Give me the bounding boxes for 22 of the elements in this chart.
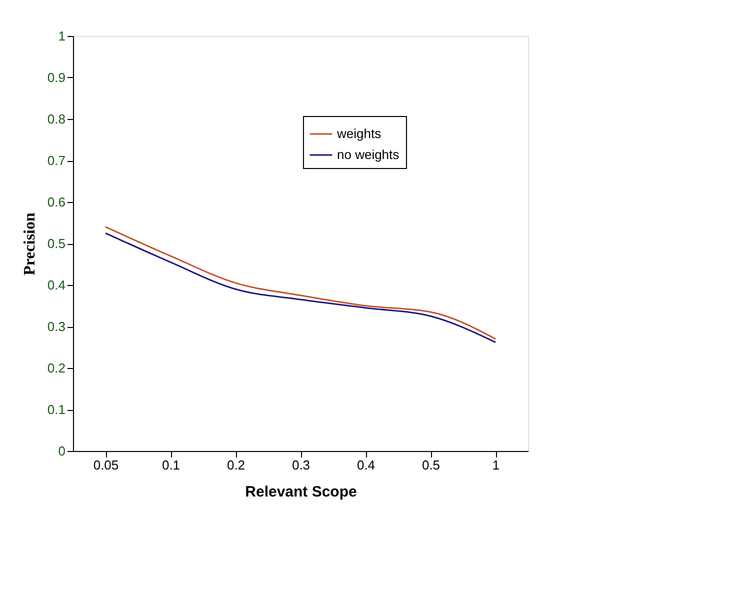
x-tick-label: 0.3 bbox=[292, 458, 310, 472]
y-tick-label: 0.4 bbox=[47, 278, 66, 292]
y-tick-label: 1 bbox=[58, 28, 66, 44]
legend-label: weights bbox=[336, 126, 382, 141]
y-tick-label: 0.2 bbox=[47, 360, 66, 376]
y-tick-label: 0.6 bbox=[47, 194, 66, 210]
x-tick-label: 0.05 bbox=[93, 458, 119, 472]
x-tick-label: 0.1 bbox=[162, 458, 180, 472]
y-tick-label: 0.8 bbox=[47, 112, 66, 126]
y-tick-label: 0 bbox=[58, 444, 66, 458]
y-tick-label: 0.3 bbox=[47, 319, 66, 334]
y-tick-label: 0.9 bbox=[47, 70, 66, 85]
legend-label: no weights bbox=[337, 147, 400, 162]
y-axis-title: Precision bbox=[21, 212, 38, 276]
y-tick-label: 0.5 bbox=[47, 236, 66, 251]
x-tick-label: 0.2 bbox=[226, 458, 246, 472]
y-tick-label: 0.1 bbox=[47, 402, 66, 417]
x-tick-label: 0.5 bbox=[422, 458, 440, 472]
y-tick-label: 0.7 bbox=[47, 153, 66, 168]
x-axis-title: Relevant Scope bbox=[245, 484, 357, 500]
x-tick-label: 1 bbox=[492, 458, 500, 472]
x-tick-label: 0.4 bbox=[356, 458, 376, 472]
